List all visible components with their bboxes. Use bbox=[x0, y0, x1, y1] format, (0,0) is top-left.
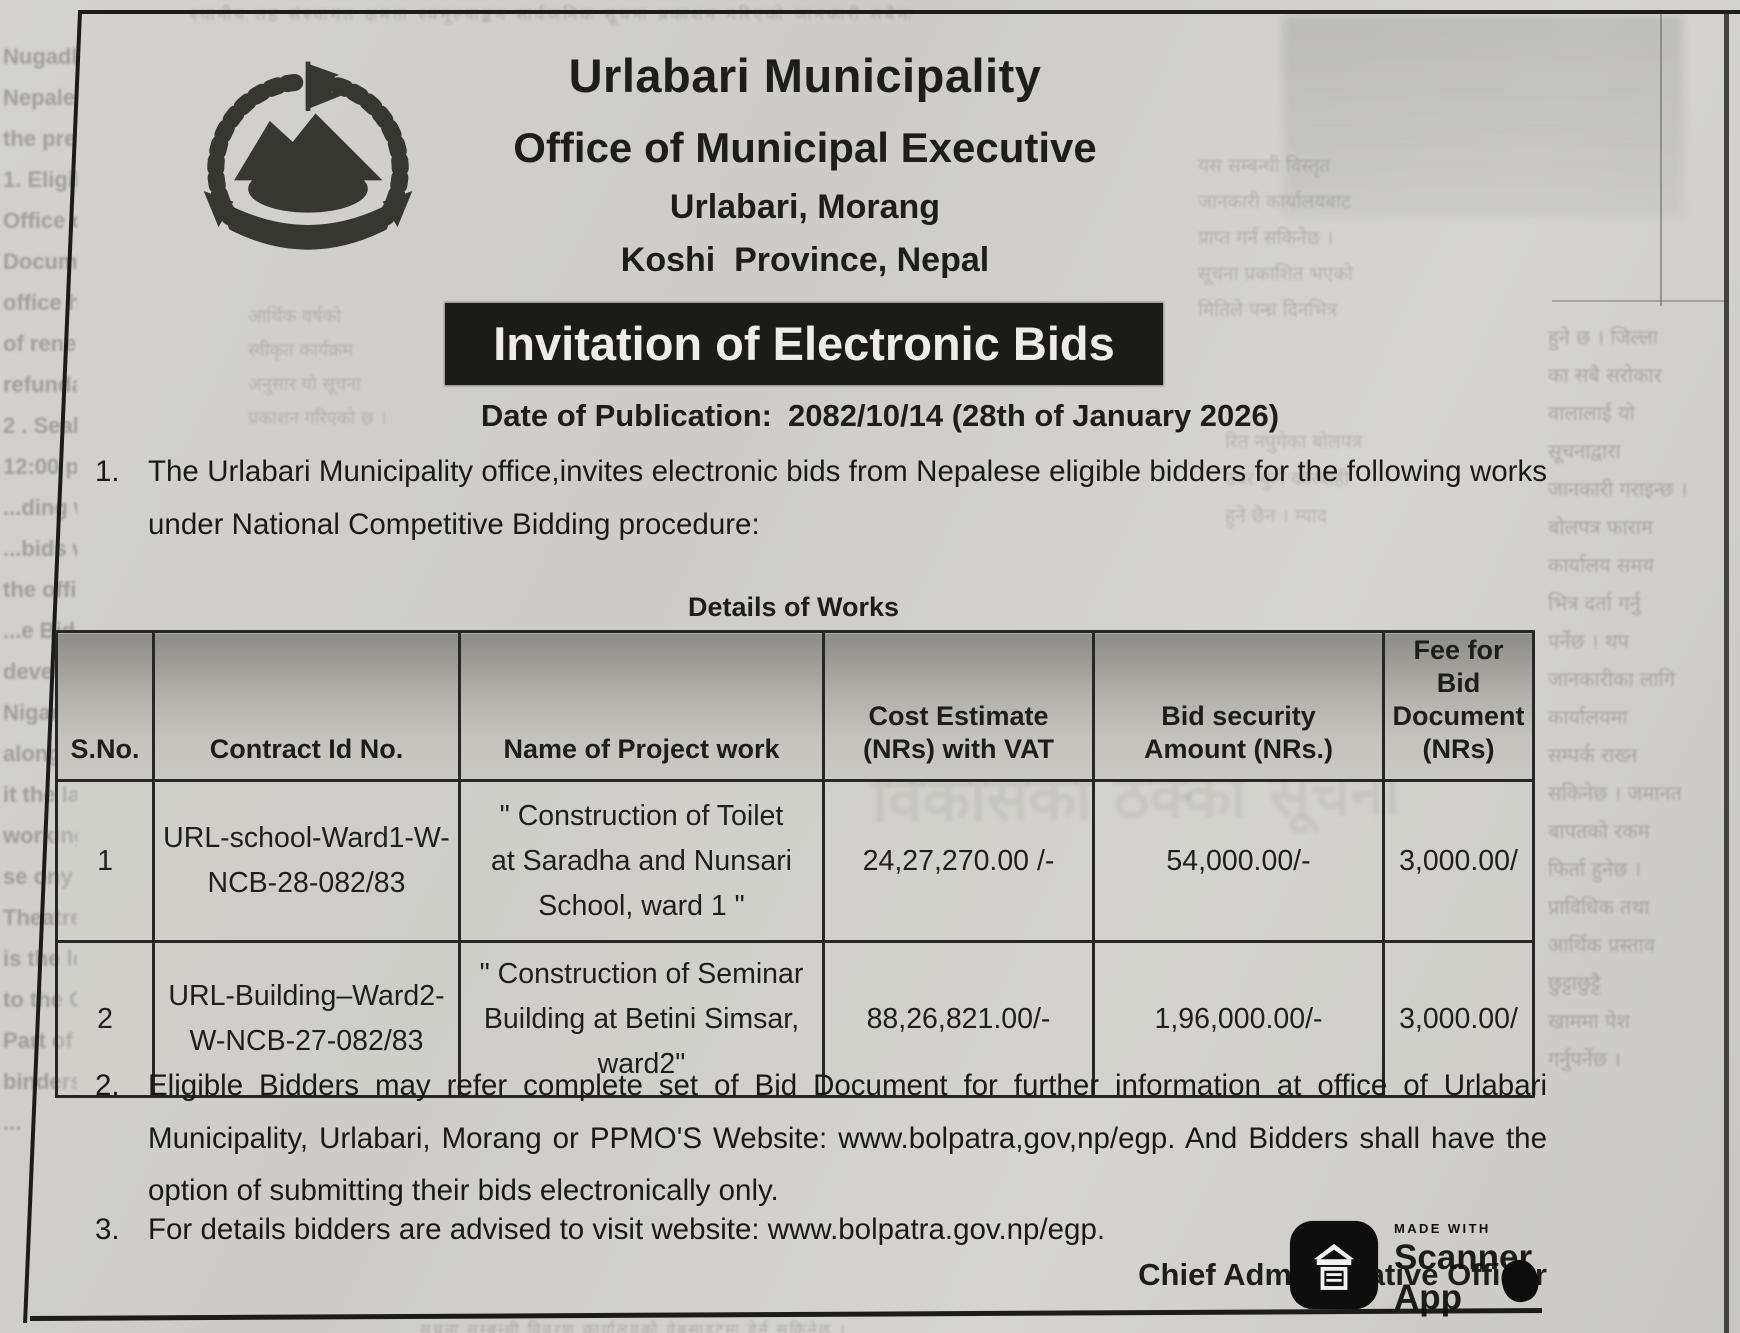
col-header-bid-security: Bid security Amount (NRs.) bbox=[1092, 630, 1385, 782]
scanner-app-icon bbox=[1289, 1220, 1379, 1310]
cell-contract-id: URL-Building–Ward2- W-NCB-27-082/83 bbox=[152, 940, 461, 1098]
province-line: Koshi Province, Nepal bbox=[620, 241, 990, 279]
cell-cost-estimate: 88,26,821.00/- bbox=[822, 940, 1095, 1098]
page-title: Urlabari Municipality bbox=[568, 49, 1042, 102]
ghost-top-strip: स्थानीय तह संस्थागत क्षमता स्वमूल्याङ्कन… bbox=[190, 5, 916, 25]
scanner-app-watermark: MADE WITH Scanner App bbox=[1288, 1219, 1532, 1316]
notice-border-top bbox=[78, 10, 1740, 14]
cell-project-name: " Construction of Seminar Building at Be… bbox=[458, 940, 825, 1098]
note-paragraph-2: 2. Eligible Bidders may refer complete s… bbox=[95, 1060, 1547, 1218]
ghost-photo-border bbox=[1660, 14, 1662, 306]
cell-project-name: " Construction of Toilet at Saradha and … bbox=[458, 779, 825, 943]
address-line: Urlabari, Morang bbox=[669, 188, 941, 226]
publication-date-label: Date of Publication: bbox=[480, 398, 772, 433]
table-row: 2 URL-Building–Ward2- W-NCB-27-082/83 " … bbox=[55, 940, 1535, 1098]
publication-date-value: 2082/10/14 (28th of January 2026) bbox=[787, 398, 1280, 433]
municipal-emblem-icon bbox=[203, 61, 413, 250]
table-row: 1 URL-school-Ward1-W- NCB-28-082/83 " Co… bbox=[55, 779, 1535, 943]
cell-sno: 1 bbox=[55, 779, 155, 943]
list-number: 1. bbox=[95, 455, 120, 488]
invitation-banner: Invitation of Electronic Bids bbox=[445, 303, 1163, 385]
notice-border-right bbox=[1724, 12, 1729, 1333]
ghost-photo bbox=[1283, 16, 1683, 218]
col-header-project-name: Name of Project work bbox=[458, 630, 825, 782]
note-paragraph-3: 3. For details bidders are advised to vi… bbox=[95, 1203, 1547, 1256]
list-number: 2. bbox=[95, 1069, 120, 1102]
intro-paragraph: 1. The Urlabari Municipality office,invi… bbox=[95, 445, 1547, 551]
office-subtitle: Office of Municipal Executive bbox=[513, 124, 1097, 171]
col-header-contract-id: Contract Id No. bbox=[152, 630, 461, 782]
cell-bid-security: 1,96,000.00/- bbox=[1092, 940, 1385, 1098]
col-header-sno: S.No. bbox=[55, 630, 155, 782]
col-header-bid-fee: Fee for Bid Document (NRs) bbox=[1382, 630, 1535, 782]
ghost-bottom-strip: सूचना सम्बन्धी विवरण कार्यालयको वेबसाइटम… bbox=[420, 1320, 848, 1333]
ghost-rule-line bbox=[1552, 300, 1728, 302]
note-text: For details bidders are advised to visit… bbox=[148, 1213, 1106, 1246]
cell-bid-security: 54,000.00/- bbox=[1092, 779, 1385, 943]
cell-cost-estimate: 24,27,270.00 /- bbox=[822, 779, 1095, 943]
cell-contract-id: URL-school-Ward1-W- NCB-28-082/83 bbox=[152, 779, 461, 943]
list-number: 3. bbox=[95, 1213, 120, 1246]
works-table-title: Details of Works bbox=[687, 592, 900, 622]
table-header-row: S.No. Contract Id No. Name of Project wo… bbox=[55, 630, 1535, 782]
col-header-cost-estimate: Cost Estimate (NRs) with VAT bbox=[822, 630, 1095, 782]
note-text: Eligible Bidders may refer complete set … bbox=[148, 1069, 1547, 1207]
cell-bid-fee: 3,000.00/ bbox=[1382, 940, 1535, 1098]
works-table: S.No. Contract Id No. Name of Project wo… bbox=[55, 630, 1535, 1098]
ghost-text-block: यस सम्बन्धी विस्तृत जानकारी कार्यालयबाट … bbox=[1198, 155, 1353, 321]
cell-bid-fee: 3,000.00/ bbox=[1382, 779, 1535, 943]
ghost-right-column: हुने छ । जिल्ला का सबै सरोकार वालालाई यो… bbox=[1548, 325, 1688, 1071]
publication-date: Date of Publication: 2082/10/14 (28th of … bbox=[300, 398, 1460, 434]
intro-text: The Urlabari Municipality office,invites… bbox=[148, 455, 1547, 541]
made-with-label: MADE WITH bbox=[1394, 1221, 1491, 1236]
cell-sno: 2 bbox=[55, 940, 155, 1098]
